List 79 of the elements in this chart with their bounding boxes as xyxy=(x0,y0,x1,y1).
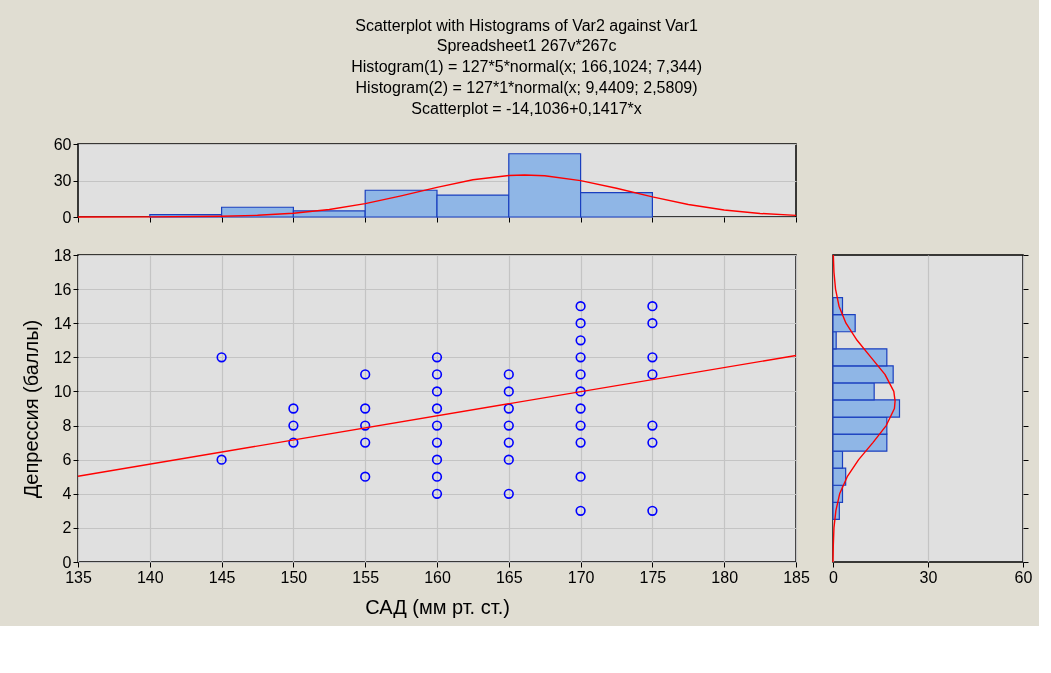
point xyxy=(647,437,658,448)
text: Histogram(1) = 127*5*normal(x; 166,1024; 7,344) xyxy=(351,58,702,76)
x-tick-label: 170 xyxy=(567,568,595,586)
point xyxy=(288,403,299,414)
point xyxy=(288,437,299,448)
point xyxy=(431,454,443,465)
y-tick-label: 16 xyxy=(53,280,72,298)
point xyxy=(575,437,586,448)
x-axis-title: САД (мм рт. ст.) xyxy=(365,595,510,618)
point xyxy=(431,403,443,414)
x-tick-label: 160 xyxy=(424,568,451,586)
y-tick-label: 18 xyxy=(53,246,72,264)
point xyxy=(575,505,586,516)
y-axis-title: Депрессия (баллы) xyxy=(19,319,42,499)
point xyxy=(431,352,443,363)
y-tick-label: 12 xyxy=(53,348,72,366)
chart-title: Scatterplot with Histograms of Var2 against Var1 xyxy=(355,17,698,35)
point xyxy=(575,352,586,363)
point xyxy=(647,505,658,516)
point xyxy=(575,386,586,397)
text: Histogram(2) = 127*1*normal(x; 9,4409; 2,5809) xyxy=(355,79,698,97)
point xyxy=(503,403,514,414)
point xyxy=(360,420,371,431)
point xyxy=(431,471,443,482)
point xyxy=(431,386,443,397)
point xyxy=(575,301,586,312)
x-tick-label: 145 xyxy=(208,568,236,586)
point xyxy=(503,369,514,380)
x-tick-label: 30 xyxy=(919,568,938,586)
y-tick-label: 4 xyxy=(62,485,72,503)
point xyxy=(647,420,658,431)
x-tick-label: 135 xyxy=(65,568,92,586)
x-tick-label: 150 xyxy=(280,568,308,586)
point xyxy=(647,301,658,312)
y-tick-label: 30 xyxy=(53,172,72,189)
point xyxy=(575,471,586,482)
x-tick-label: 180 xyxy=(711,568,739,586)
x-tick-label: 155 xyxy=(352,568,380,586)
point xyxy=(360,403,371,414)
point xyxy=(575,403,586,414)
y-tick-label: 10 xyxy=(53,382,72,400)
x-tick-label: 60 xyxy=(1014,568,1033,586)
y-tick-label: 8 xyxy=(62,417,72,435)
text: Scatterplot = -14,1036+0,1417*x xyxy=(411,100,642,118)
point xyxy=(503,454,514,465)
point xyxy=(216,352,227,363)
point xyxy=(647,369,658,380)
point xyxy=(431,420,443,431)
point xyxy=(431,437,443,448)
point xyxy=(503,420,514,431)
point xyxy=(431,369,443,380)
y-tick-label: 14 xyxy=(53,314,72,332)
point xyxy=(575,369,586,380)
point xyxy=(360,471,371,482)
point xyxy=(503,437,514,448)
line-series xyxy=(77,174,797,218)
point xyxy=(288,420,299,431)
point xyxy=(575,335,586,346)
point xyxy=(575,318,586,329)
point xyxy=(503,488,514,499)
point xyxy=(431,488,443,499)
y-tick-label: 0 xyxy=(62,553,72,571)
point xyxy=(360,437,371,448)
y-tick-label: 60 xyxy=(53,135,72,153)
x-tick-label: 185 xyxy=(783,568,810,586)
y-tick-label: 2 xyxy=(62,519,72,537)
x-tick-label: 175 xyxy=(639,568,667,586)
x-tick-label: 140 xyxy=(136,568,164,586)
point xyxy=(216,454,227,465)
chart-subtitle: Spreadsheet1 267v*267c xyxy=(436,37,617,55)
point xyxy=(575,420,586,431)
x-tick-label: 165 xyxy=(495,568,523,586)
point xyxy=(647,318,658,329)
point xyxy=(503,386,514,397)
point xyxy=(647,352,658,363)
y-tick-label: 0 xyxy=(62,208,72,226)
point xyxy=(360,369,371,380)
x-tick-label: 0 xyxy=(829,568,839,586)
y-tick-label: 6 xyxy=(62,451,72,469)
